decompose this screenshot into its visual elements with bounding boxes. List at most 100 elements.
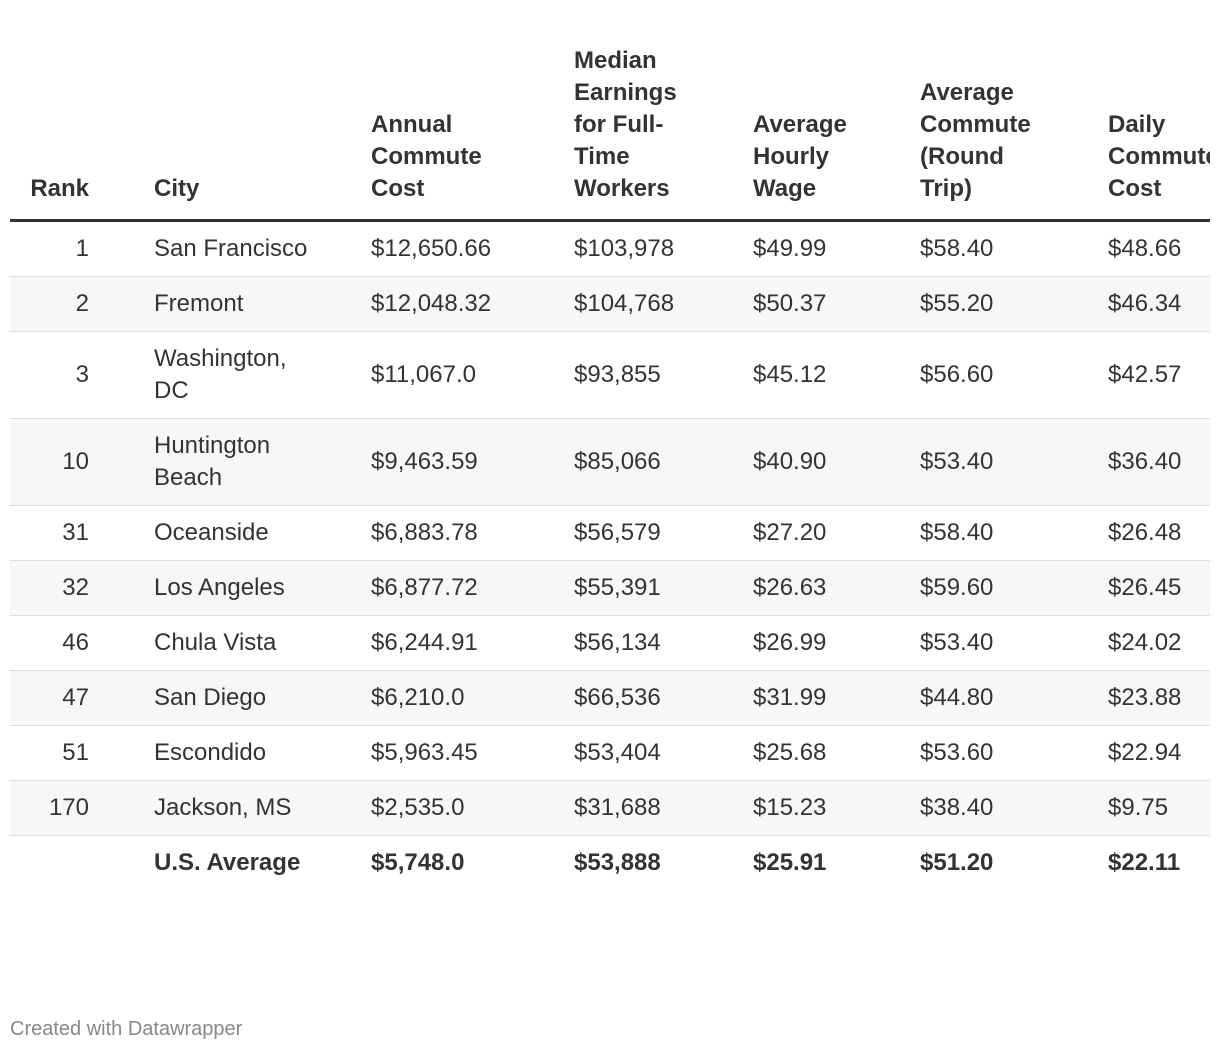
table-row: 170 Jackson, MS $2,535.0 $31,688 $15.23 $38.4… <box>10 780 1210 836</box>
table-cell: $26.99 <box>739 615 906 671</box>
column-header: City <box>140 45 357 222</box>
table-cell: Fremont <box>140 276 357 332</box>
table-cell: $5,963.45 <box>357 725 560 781</box>
table-cell: $56,579 <box>560 505 739 561</box>
table-cell: $53,404 <box>560 725 739 781</box>
table-cell: $103,978 <box>560 220 739 277</box>
table-cell: $25.68 <box>739 725 906 781</box>
table-row: 2 Fremont $12,048.32 $104,768 $50.37 $55.20 $4… <box>10 276 1210 332</box>
average-label: U.S. Average <box>154 849 301 876</box>
table-cell: $55.20 <box>906 276 1094 332</box>
table-cell: $46.34 <box>1094 276 1210 332</box>
average-row: U.S. Average $5,748.0 $53,888 $25.91 $51.20 $… <box>10 836 1210 891</box>
table-cell: $42.57 <box>1094 331 1210 419</box>
table-cell: $53.40 <box>906 418 1094 506</box>
table-cell: Huntington Beach <box>140 418 357 506</box>
table-row: 1 San Francisco $12,650.66 $103,978 $49.99 $5… <box>10 220 1210 277</box>
table-cell: 170 <box>10 780 140 836</box>
table-cell <box>10 836 140 891</box>
table-cell: $2,535.0 <box>357 780 560 836</box>
footer: Created with Datawrapper <box>10 1018 243 1040</box>
table-cell: $56,134 <box>560 615 739 671</box>
table-cell: 32 <box>10 560 140 616</box>
table-cell: $53,888 <box>574 849 661 876</box>
table-row: 31 Oceanside $6,883.78 $56,579 $27.20 $58.40 $… <box>10 505 1210 561</box>
table-row: 32 Los Angeles $6,877.72 $55,391 $26.63 $59.6… <box>10 560 1210 616</box>
table-row: 10 Huntington Beach $9,463.59 $85,066 $40.90… <box>10 418 1210 506</box>
table-cell: Los Angeles <box>140 560 357 616</box>
table-cell: $55,391 <box>560 560 739 616</box>
table-cell: $5,748.0 <box>371 849 465 876</box>
column-header: Average Commute (Round Trip) <box>906 45 1094 222</box>
table-cell: $58.40 <box>906 220 1094 277</box>
column-header: Average Hourly Wage <box>739 45 906 222</box>
table-cell: $49.99 <box>739 220 906 277</box>
table-cell: Oceanside <box>140 505 357 561</box>
table-cell: 3 <box>10 331 140 419</box>
table-row: 46 Chula Vista $6,244.91 $56,134 $26.99 $53.4… <box>10 615 1210 671</box>
table-cell: $44.80 <box>906 670 1094 726</box>
table: Rank City Annual Commute Cost Median Earnin… <box>10 45 1210 890</box>
table-cell: $9,463.59 <box>357 418 560 506</box>
table-cell: $26.48 <box>1094 505 1210 561</box>
table-cell: $22.94 <box>1094 725 1210 781</box>
table-cell: $11,067.0 <box>357 331 560 419</box>
table-cell: $36.40 <box>1094 418 1210 506</box>
table-container: Rank City Annual Commute Cost Median Earnin… <box>10 45 1210 890</box>
table-cell: 47 <box>10 670 140 726</box>
header-row: Rank City Annual Commute Cost Median Earnin… <box>10 45 1210 222</box>
table-cell: 46 <box>10 615 140 671</box>
table-cell: $12,048.32 <box>357 276 560 332</box>
table-cell: $45.12 <box>739 331 906 419</box>
table-cell: $85,066 <box>560 418 739 506</box>
table-row: 3 Washington, DC $11,067.0 $93,855 $45.12 $56… <box>10 331 1210 419</box>
table-body: 1 San Francisco $12,650.66 $103,978 $49.99 $5… <box>10 220 1210 891</box>
column-header: Annual Commute Cost <box>357 45 560 222</box>
table-cell: $6,883.78 <box>357 505 560 561</box>
table-row: 47 San Diego $6,210.0 $66,536 $31.99 $44.80 $2… <box>10 670 1210 726</box>
table-cell: $38.40 <box>906 780 1094 836</box>
table-cell: $27.20 <box>739 505 906 561</box>
table-cell: San Francisco <box>140 220 357 277</box>
table-cell: $48.66 <box>1094 220 1210 277</box>
table-cell: $56.60 <box>906 331 1094 419</box>
table-cell: 31 <box>10 505 140 561</box>
table-row: 51 Escondido $5,963.45 $53,404 $25.68 $53.60 $… <box>10 725 1210 781</box>
table-cell: Chula Vista <box>140 615 357 671</box>
table-cell: $59.60 <box>906 560 1094 616</box>
table-cell: $53.40 <box>906 615 1094 671</box>
table-cell: Jackson, MS <box>140 780 357 836</box>
table-cell: $6,244.91 <box>357 615 560 671</box>
table-cell: $9.75 <box>1094 780 1210 836</box>
column-header: Daily Commute Cost <box>1094 45 1210 222</box>
table-cell: San Diego <box>140 670 357 726</box>
table-cell: $25.91 <box>753 849 827 876</box>
table-cell: $15.23 <box>739 780 906 836</box>
table-cell: $26.45 <box>1094 560 1210 616</box>
table-cell: $6,877.72 <box>357 560 560 616</box>
table-cell: $53.60 <box>906 725 1094 781</box>
table-cell: $26.63 <box>739 560 906 616</box>
table-cell: $40.90 <box>739 418 906 506</box>
table-cell: $51.20 <box>920 849 994 876</box>
table-cell: $22.11 <box>1108 849 1181 876</box>
table-cell: 51 <box>10 725 140 781</box>
table-cell: 2 <box>10 276 140 332</box>
table-cell: $24.02 <box>1094 615 1210 671</box>
table-cell: 10 <box>10 418 140 506</box>
table-cell: $12,650.66 <box>357 220 560 277</box>
table-cell: $50.37 <box>739 276 906 332</box>
table-cell: $23.88 <box>1094 670 1210 726</box>
table-cell: $66,536 <box>560 670 739 726</box>
table-cell: $58.40 <box>906 505 1094 561</box>
table-cell: $31.99 <box>739 670 906 726</box>
column-header: Median Earnings for Full-Time Workers <box>560 45 739 222</box>
table-cell: Washington, DC <box>140 331 357 419</box>
table-cell: $6,210.0 <box>357 670 560 726</box>
table-cell: $31,688 <box>560 780 739 836</box>
table-cell: 1 <box>10 220 140 277</box>
table-cell: $104,768 <box>560 276 739 332</box>
table-cell: $93,855 <box>560 331 739 419</box>
column-header: Rank <box>10 45 140 222</box>
